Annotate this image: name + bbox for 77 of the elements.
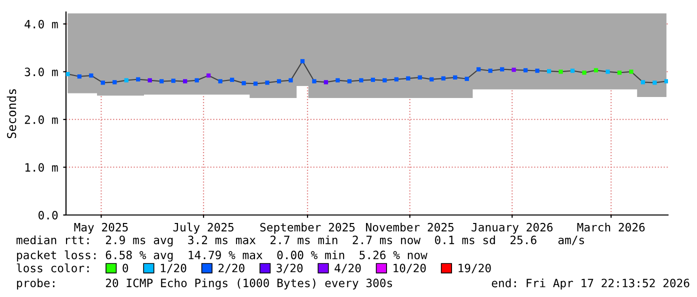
text: probe: 20 ICMP Echo Pings (1000 Bytes) every 300s	[17, 278, 392, 290]
point	[100, 80, 105, 85]
point	[253, 82, 258, 86]
point	[476, 67, 481, 72]
point	[77, 74, 82, 79]
point	[453, 75, 458, 80]
point	[359, 78, 364, 82]
point	[124, 78, 128, 82]
legend-label: 19/20	[458, 264, 491, 274]
y-tick-label: 4.0 m	[24, 20, 58, 28]
point	[230, 78, 234, 82]
point	[594, 68, 598, 72]
legend-title: loss color:	[16, 263, 89, 272]
point	[171, 78, 176, 83]
point	[300, 59, 305, 64]
point	[347, 79, 352, 84]
point	[112, 80, 117, 84]
point	[512, 68, 516, 72]
text: median rtt: 2.9 ms avg 3.2 ms max 2.7 ms min 2.7 ms now 0.1 ms sd 25.6 am/s	[16, 235, 584, 247]
point	[218, 79, 222, 84]
point	[148, 78, 152, 82]
legend-label: 1/20	[160, 264, 186, 274]
point	[629, 70, 634, 74]
point	[488, 68, 492, 73]
point	[640, 80, 646, 84]
x-tick-label: May 2025	[74, 222, 128, 234]
point	[276, 79, 282, 84]
point	[418, 75, 422, 80]
legend-label: 3/20	[276, 264, 303, 274]
x-tick-label: November 2025	[366, 222, 454, 232]
y-tick-label: 0.0	[38, 210, 58, 220]
legend-label: 4/20	[334, 264, 361, 274]
point	[570, 68, 575, 73]
y-tick-label: 2.0 m	[24, 115, 58, 124]
x-tick-label: July 2025	[173, 222, 234, 234]
point	[66, 72, 70, 76]
line-series	[67, 60, 667, 84]
point	[664, 79, 668, 84]
point	[242, 81, 246, 86]
point	[394, 77, 398, 82]
point	[312, 79, 316, 84]
point	[89, 73, 94, 78]
point	[441, 76, 446, 80]
legend-label: 2/20	[218, 264, 244, 274]
point	[336, 78, 340, 82]
point	[652, 80, 657, 85]
y-tick-label: 3.0 m	[24, 68, 58, 76]
text: packet loss: 6.58 % avg 14.79 % max 0.00 % min 5.26 % now	[17, 250, 428, 262]
point	[136, 77, 140, 82]
point	[206, 73, 211, 78]
legend-label: 0	[122, 264, 128, 272]
point	[183, 79, 188, 84]
point	[160, 79, 164, 84]
point	[194, 78, 199, 82]
point	[546, 69, 552, 74]
point	[606, 70, 610, 74]
point	[324, 80, 328, 84]
point	[582, 70, 586, 75]
point	[430, 77, 434, 82]
point	[406, 76, 410, 80]
point	[464, 76, 469, 81]
y-tick-label: 1.0 m	[25, 163, 58, 172]
legend-label: 10/20	[394, 264, 426, 274]
point	[500, 67, 504, 72]
point	[558, 70, 563, 74]
y-axis-title: Seconds	[6, 89, 16, 138]
point	[288, 78, 293, 82]
point	[617, 70, 622, 75]
point	[265, 80, 270, 85]
text: end: Fri Apr 17 22:13:52 2026	[492, 278, 690, 290]
point	[535, 68, 540, 73]
point	[370, 78, 376, 82]
x-tick-label: March 2026	[577, 222, 645, 232]
point	[382, 78, 387, 82]
x-tick-label: January 2026	[472, 222, 553, 234]
x-tick-label: September 2025	[260, 222, 355, 234]
point	[523, 68, 528, 72]
